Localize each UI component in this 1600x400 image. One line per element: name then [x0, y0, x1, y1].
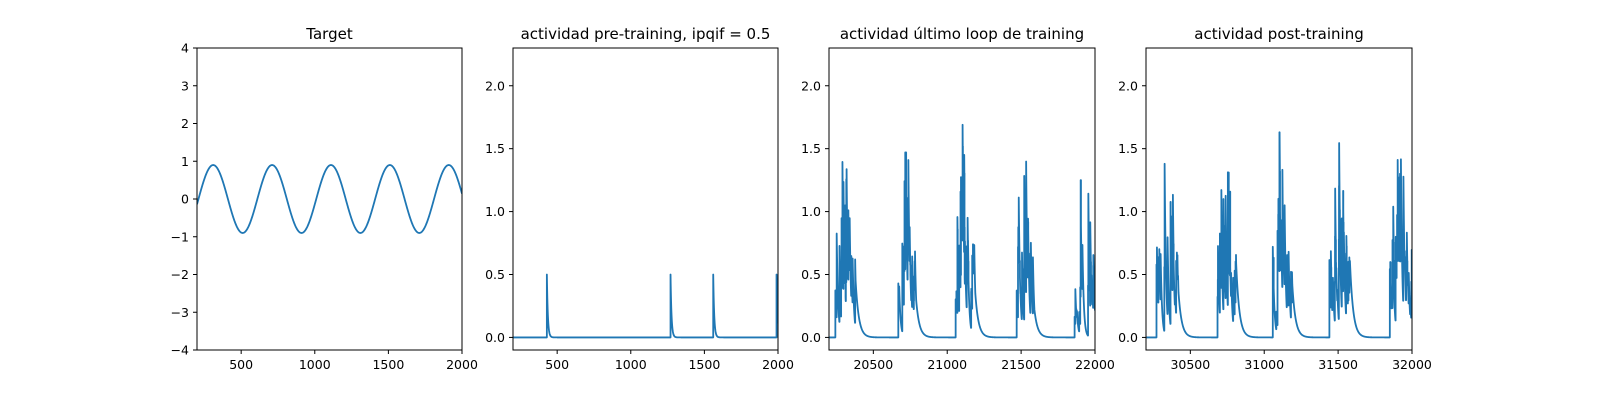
- x-tick-label: 32000: [1392, 357, 1432, 372]
- axes-frame: [1145, 47, 1413, 351]
- series-line: [197, 164, 462, 234]
- axes-frame: [512, 47, 779, 351]
- x-tick-label: 21000: [927, 357, 967, 372]
- y-tick-label: 1.0: [1118, 204, 1138, 219]
- y-tick-label: 0.5: [485, 267, 505, 282]
- subplot-title: Target: [305, 25, 353, 43]
- y-tick-label: −4: [171, 343, 189, 358]
- y-tick-label: 0.0: [801, 330, 821, 345]
- y-tick-label: 2.0: [1118, 78, 1138, 93]
- x-tick-label: 1500: [372, 357, 404, 372]
- x-tick-label: 1000: [615, 357, 647, 372]
- x-tick-label: 500: [545, 357, 569, 372]
- x-tick-label: 2000: [446, 357, 478, 372]
- x-tick-label: 30500: [1170, 357, 1210, 372]
- y-tick-label: −2: [171, 267, 189, 282]
- y-tick-label: 2.0: [801, 78, 821, 93]
- series-line: [1146, 131, 1412, 339]
- x-tick-label: 1500: [688, 357, 720, 372]
- subplot-title: actividad pre-training, ipqif = 0.5: [521, 25, 771, 43]
- y-tick-label: −3: [171, 305, 189, 320]
- x-tick-label: 1000: [299, 357, 331, 372]
- x-tick-label: 21500: [1001, 357, 1041, 372]
- subplot-1: 500 1000 1500 2000 −4 −3 −2 −1 0 1 2 3 4 Target: [171, 25, 478, 372]
- x-tick-label: 20500: [853, 357, 893, 372]
- x-tick-label: 31500: [1318, 357, 1358, 372]
- subplot-title: actividad post-training: [1194, 25, 1363, 43]
- y-tick-label: 4: [181, 41, 189, 56]
- x-tick-label: 2000: [762, 357, 794, 372]
- x-tick-label: 22000: [1075, 357, 1115, 372]
- y-tick-label: 3: [181, 78, 189, 93]
- subplot-3: 20500 21000 21500 22000 0.0 0.5 1.0 1.5 2.0 activ…: [801, 25, 1115, 372]
- y-tick-label: 1.0: [801, 204, 821, 219]
- y-tick-label: 0: [181, 192, 189, 207]
- y-tick-label: 1.0: [485, 204, 505, 219]
- subplot-4: 30500 31000 31500 32000 0.0 0.5 1.0 1.5 2.0 activ…: [1118, 25, 1432, 372]
- x-tick-label: 31000: [1244, 357, 1284, 372]
- y-tick-label: 0.5: [801, 267, 821, 282]
- axes-frame: [828, 47, 1096, 351]
- y-tick-label: 2: [181, 116, 189, 131]
- y-tick-label: 0.0: [1118, 330, 1138, 345]
- y-tick-label: 1.5: [801, 141, 821, 156]
- y-tick-label: 1.5: [1118, 141, 1138, 156]
- y-tick-label: 2.0: [485, 78, 505, 93]
- series-line: [829, 123, 1095, 339]
- subplot-grid: 500 1000 1500 2000 −4 −3 −2 −1 0 1 2 3 4 Target 500 100…: [171, 25, 1432, 372]
- subplot-2: 500 1000 1500 2000 0.0 0.5 1.0 1.5 2.0 actividad …: [485, 25, 794, 372]
- x-tick-label: 500: [229, 357, 253, 372]
- series-line: [513, 273, 778, 339]
- y-tick-label: −1: [171, 229, 189, 244]
- y-tick-label: 0.5: [1118, 267, 1138, 282]
- subplot-title: actividad último loop de training: [840, 25, 1084, 43]
- y-tick-label: 1.5: [485, 141, 505, 156]
- y-tick-label: 1: [181, 154, 189, 169]
- y-tick-label: 0.0: [485, 330, 505, 345]
